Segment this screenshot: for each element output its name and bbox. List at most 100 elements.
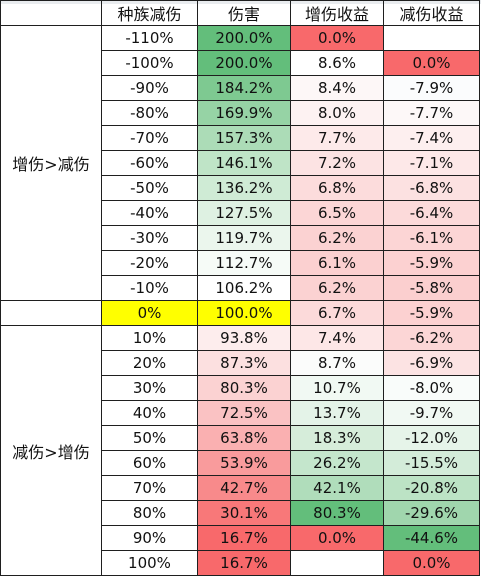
damage-cell[interactable]: 157.3% (197, 125, 291, 151)
group-label-cell[interactable]: 减伤>增伤 (0, 325, 102, 576)
red-benefit-cell[interactable]: -9.7% (383, 400, 480, 426)
reduction-cell[interactable]: 100% (101, 550, 198, 576)
damage-cell[interactable]: 119.7% (197, 225, 291, 251)
red-benefit-cell[interactable]: -6.8% (383, 175, 480, 201)
damage-cell[interactable]: 93.8% (197, 325, 291, 351)
reduction-cell[interactable]: 40% (101, 400, 198, 426)
table-row: 60% 53.9% 26.2% -15.5% (1, 450, 480, 476)
red-benefit-cell[interactable]: -7.4% (383, 125, 480, 151)
group-label-cell[interactable] (0, 300, 102, 326)
reduction-cell[interactable]: 70% (101, 475, 198, 501)
red-benefit-cell[interactable]: -15.5% (383, 450, 480, 476)
red-benefit-cell[interactable]: -29.6% (383, 500, 480, 526)
inc-benefit-cell[interactable]: 26.2% (290, 450, 384, 476)
reduction-cell[interactable]: -30% (101, 225, 198, 251)
header-cell-red-benefit[interactable]: 减伤收益 (383, 0, 480, 26)
red-benefit-cell[interactable]: -6.4% (383, 200, 480, 226)
inc-benefit-cell[interactable]: 0.0% (290, 25, 384, 51)
damage-cell[interactable]: 127.5% (197, 200, 291, 226)
damage-cell[interactable]: 53.9% (197, 450, 291, 476)
reduction-cell[interactable]: -10% (101, 275, 198, 301)
inc-benefit-cell[interactable]: 6.2% (290, 275, 384, 301)
damage-cell[interactable]: 16.7% (197, 525, 291, 551)
reduction-cell[interactable]: -110% (101, 25, 198, 51)
inc-benefit-cell[interactable]: 8.7% (290, 350, 384, 376)
red-benefit-cell[interactable] (383, 25, 480, 51)
reduction-cell[interactable]: -50% (101, 175, 198, 201)
red-benefit-cell[interactable]: -7.9% (383, 75, 480, 101)
reduction-cell[interactable]: -40% (101, 200, 198, 226)
red-benefit-cell[interactable]: -6.9% (383, 350, 480, 376)
red-benefit-cell[interactable]: -12.0% (383, 425, 480, 451)
reduction-cell[interactable]: -60% (101, 150, 198, 176)
inc-benefit-cell[interactable] (290, 550, 384, 576)
reduction-cell[interactable]: -90% (101, 75, 198, 101)
damage-cell[interactable]: 72.5% (197, 400, 291, 426)
red-benefit-cell[interactable]: -5.9% (383, 300, 480, 326)
damage-cell[interactable]: 112.7% (197, 250, 291, 276)
inc-benefit-cell[interactable]: 7.2% (290, 150, 384, 176)
group-label-cell[interactable]: 增伤>减伤 (0, 25, 102, 301)
reduction-cell[interactable]: 80% (101, 500, 198, 526)
reduction-cell[interactable]: 30% (101, 375, 198, 401)
red-benefit-cell[interactable]: -7.1% (383, 150, 480, 176)
inc-benefit-cell[interactable]: 13.7% (290, 400, 384, 426)
damage-cell[interactable]: 136.2% (197, 175, 291, 201)
red-benefit-cell[interactable]: 0.0% (383, 50, 480, 76)
inc-benefit-cell[interactable]: 6.1% (290, 250, 384, 276)
damage-cell[interactable]: 80.3% (197, 375, 291, 401)
inc-benefit-cell[interactable]: 8.0% (290, 100, 384, 126)
table-row: -40% 127.5% 6.5% -6.4% (1, 200, 480, 226)
inc-benefit-cell[interactable]: 7.7% (290, 125, 384, 151)
red-benefit-cell[interactable]: 0.0% (383, 550, 480, 576)
inc-benefit-cell[interactable]: 10.7% (290, 375, 384, 401)
inc-benefit-cell[interactable]: 6.7% (290, 300, 384, 326)
inc-benefit-cell[interactable]: 18.3% (290, 425, 384, 451)
inc-benefit-cell[interactable]: 6.5% (290, 200, 384, 226)
header-cell-reduction[interactable]: 种族减伤 (101, 0, 198, 26)
spreadsheet-view: 种族减伤 伤害 增伤收益 减伤收益 增伤>减伤 -110% 200.0% 0.0% -1… (0, 0, 480, 576)
reduction-cell[interactable]: -20% (101, 250, 198, 276)
damage-cell[interactable]: 106.2% (197, 275, 291, 301)
damage-cell[interactable]: 87.3% (197, 350, 291, 376)
header-cell-damage[interactable]: 伤害 (197, 0, 291, 26)
damage-cell[interactable]: 63.8% (197, 425, 291, 451)
inc-benefit-cell[interactable]: 80.3% (290, 500, 384, 526)
reduction-cell[interactable]: 10% (101, 325, 198, 351)
reduction-cell[interactable]: 20% (101, 350, 198, 376)
header-cell-group[interactable] (0, 0, 102, 26)
damage-cell[interactable]: 200.0% (197, 50, 291, 76)
inc-benefit-cell[interactable]: 0.0% (290, 525, 384, 551)
damage-cell[interactable]: 100.0% (197, 300, 291, 326)
red-benefit-cell[interactable]: -6.1% (383, 225, 480, 251)
damage-cell[interactable]: 30.1% (197, 500, 291, 526)
red-benefit-cell[interactable]: -6.2% (383, 325, 480, 351)
red-benefit-cell[interactable]: -20.8% (383, 475, 480, 501)
damage-cell[interactable]: 169.9% (197, 100, 291, 126)
damage-cell[interactable]: 184.2% (197, 75, 291, 101)
damage-cell[interactable]: 16.7% (197, 550, 291, 576)
inc-benefit-cell[interactable]: 6.8% (290, 175, 384, 201)
red-benefit-cell[interactable]: -7.7% (383, 100, 480, 126)
reduction-cell[interactable]: 60% (101, 450, 198, 476)
reduction-cell[interactable]: 0% (101, 300, 198, 326)
reduction-cell[interactable]: -100% (101, 50, 198, 76)
damage-cell[interactable]: 42.7% (197, 475, 291, 501)
reduction-cell[interactable]: -70% (101, 125, 198, 151)
red-benefit-cell[interactable]: -5.9% (383, 250, 480, 276)
inc-benefit-cell[interactable]: 6.2% (290, 225, 384, 251)
inc-benefit-cell[interactable]: 8.4% (290, 75, 384, 101)
reduction-cell[interactable]: 50% (101, 425, 198, 451)
damage-cell[interactable]: 200.0% (197, 25, 291, 51)
inc-benefit-cell[interactable]: 8.6% (290, 50, 384, 76)
inc-benefit-cell[interactable]: 42.1% (290, 475, 384, 501)
red-benefit-cell[interactable]: -44.6% (383, 525, 480, 551)
red-benefit-cell[interactable]: -8.0% (383, 375, 480, 401)
reduction-cell[interactable]: -80% (101, 100, 198, 126)
reduction-cell[interactable]: 90% (101, 525, 198, 551)
inc-benefit-cell[interactable]: 7.4% (290, 325, 384, 351)
header-cell-inc-benefit[interactable]: 增伤收益 (290, 0, 384, 26)
table-row: 0% 100.0% 6.7% -5.9% (0, 300, 480, 326)
damage-cell[interactable]: 146.1% (197, 150, 291, 176)
red-benefit-cell[interactable]: -5.8% (383, 275, 480, 301)
